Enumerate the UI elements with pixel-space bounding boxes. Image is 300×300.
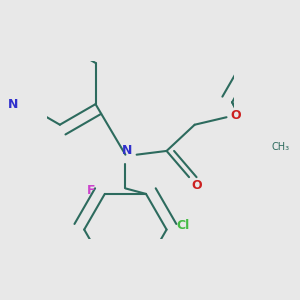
Text: F: F	[87, 184, 95, 197]
Text: N: N	[122, 144, 133, 158]
Text: Cl: Cl	[176, 219, 189, 232]
Text: CH₃: CH₃	[272, 142, 290, 152]
Text: N: N	[8, 98, 19, 111]
Text: O: O	[230, 109, 241, 122]
Text: O: O	[191, 179, 202, 192]
